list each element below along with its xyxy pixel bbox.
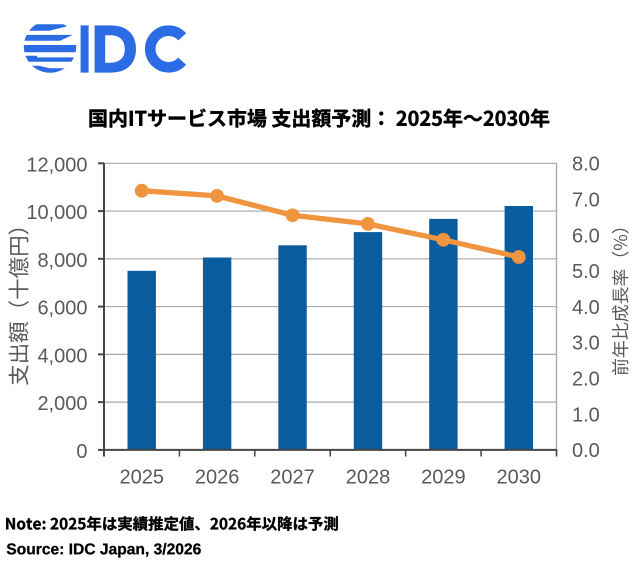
svg-text:3.0: 3.0 bbox=[572, 333, 600, 355]
svg-text:2.0: 2.0 bbox=[572, 369, 600, 391]
svg-text:8.0: 8.0 bbox=[572, 154, 600, 176]
svg-text:6.0: 6.0 bbox=[572, 225, 600, 247]
svg-text:1.0: 1.0 bbox=[572, 404, 600, 426]
svg-text:5.0: 5.0 bbox=[572, 261, 600, 283]
svg-text:2027: 2027 bbox=[270, 466, 315, 488]
svg-text:2026: 2026 bbox=[195, 466, 240, 488]
svg-text:0: 0 bbox=[76, 441, 87, 463]
svg-text:2025: 2025 bbox=[119, 466, 164, 488]
svg-text:2,000: 2,000 bbox=[37, 393, 87, 415]
svg-text:10,000: 10,000 bbox=[26, 202, 87, 224]
svg-text:4,000: 4,000 bbox=[37, 345, 87, 367]
svg-text:12,000: 12,000 bbox=[26, 154, 87, 176]
svg-text:2030: 2030 bbox=[497, 466, 542, 488]
svg-text:6,000: 6,000 bbox=[37, 298, 87, 320]
svg-text:7.0: 7.0 bbox=[572, 189, 600, 211]
svg-text:0.0: 0.0 bbox=[572, 440, 600, 462]
svg-text:2028: 2028 bbox=[346, 466, 391, 488]
svg-text:4.0: 4.0 bbox=[572, 297, 600, 319]
svg-text:8,000: 8,000 bbox=[37, 250, 87, 272]
svg-text:2029: 2029 bbox=[421, 466, 466, 488]
